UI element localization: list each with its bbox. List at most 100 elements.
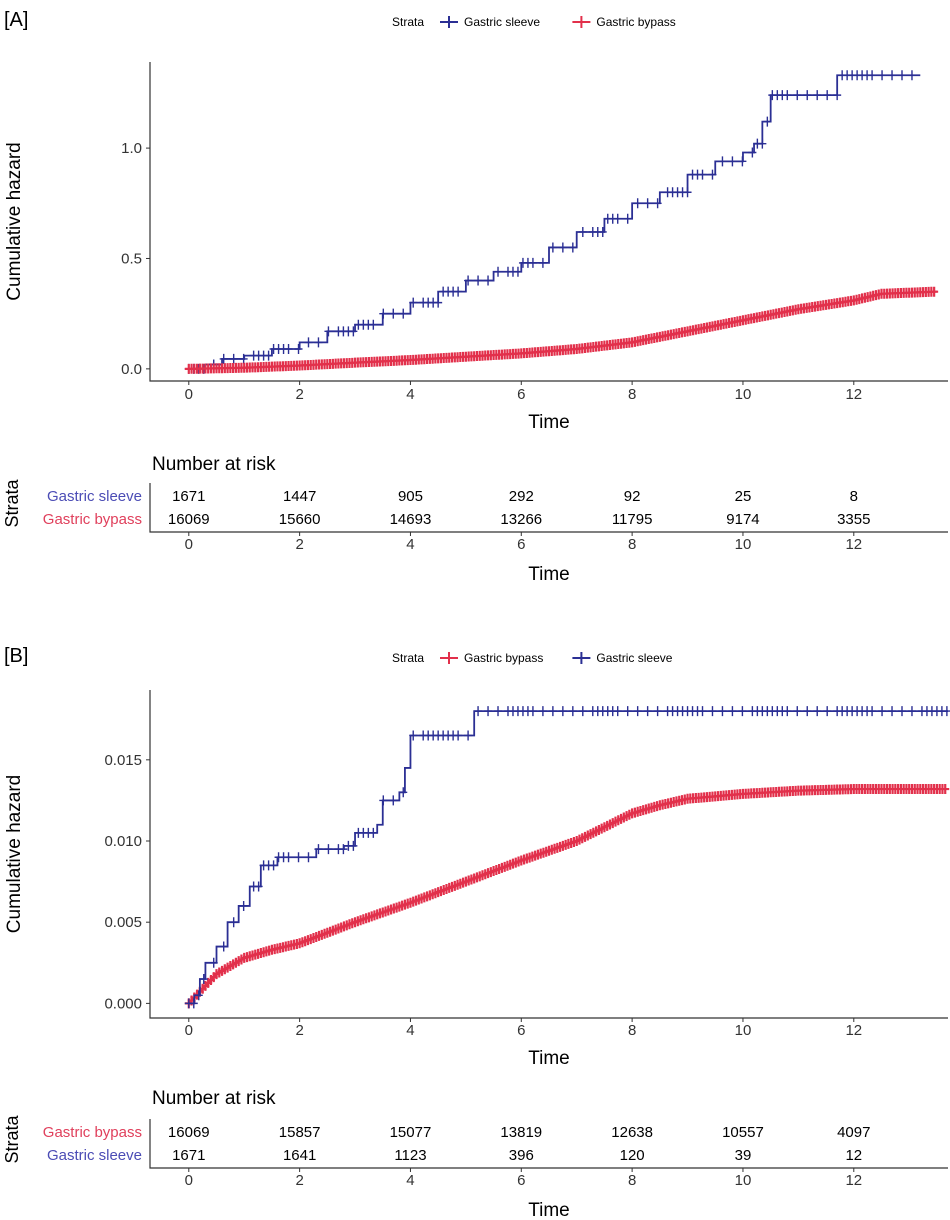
legend-key-0 bbox=[440, 652, 458, 664]
legend-key-0 bbox=[440, 16, 458, 28]
risk-x-tick-label: 8 bbox=[628, 536, 636, 553]
risk-x-tick-label: 0 bbox=[185, 1172, 193, 1189]
panel-a: [A] Strata Gastric sleeve Gastric bypass 0 2 4… bbox=[2, 9, 948, 585]
risk-value: 16069 bbox=[168, 511, 210, 528]
risk-x-tick-label: 4 bbox=[406, 1172, 414, 1189]
y-tick-label: 0.005 bbox=[104, 914, 142, 931]
legend-key-1 bbox=[572, 16, 591, 28]
x-tick-label: 2 bbox=[295, 1022, 303, 1039]
y-tick-label: 0.015 bbox=[104, 752, 142, 769]
series-gastric-sleeve bbox=[184, 706, 950, 1009]
censor-marks bbox=[184, 784, 950, 1009]
series-line bbox=[188, 74, 921, 370]
legend-title: Strata bbox=[392, 15, 424, 29]
risk-axis-lines bbox=[149, 1119, 948, 1169]
legend-title: Strata bbox=[392, 651, 424, 665]
risk-value: 1447 bbox=[283, 488, 316, 505]
legend-key-1 bbox=[572, 652, 591, 664]
x-tick-label: 8 bbox=[628, 386, 636, 403]
x-tick-label: 2 bbox=[295, 386, 303, 403]
risk-value: 8 bbox=[850, 488, 858, 505]
risk-x-tick-label: 10 bbox=[735, 536, 752, 553]
risk-table-title: Number at risk bbox=[152, 1088, 276, 1109]
risk-value: 13819 bbox=[500, 1124, 542, 1141]
x-tick-label: 10 bbox=[735, 386, 752, 403]
series-gastric-bypass bbox=[184, 784, 950, 1009]
risk-x-tick-label: 6 bbox=[517, 536, 525, 553]
risk-table: Number at risk Strata Gastric sleeve 1671 14… bbox=[2, 454, 948, 585]
x-tick-label: 4 bbox=[406, 386, 414, 403]
strata-axis-title: Strata bbox=[2, 1115, 22, 1164]
y-tick-label: 0.010 bbox=[104, 833, 142, 850]
series-gastric-bypass bbox=[184, 286, 939, 374]
censor-marks bbox=[184, 70, 916, 374]
axis-lines bbox=[149, 62, 948, 382]
y-axis-title: Cumulative hazard bbox=[4, 142, 25, 300]
risk-value: 3355 bbox=[837, 511, 870, 528]
risk-x-tick-label: 2 bbox=[295, 536, 303, 553]
risk-value: 25 bbox=[735, 488, 752, 505]
risk-value: 15660 bbox=[279, 511, 321, 528]
risk-value: 39 bbox=[735, 1147, 752, 1164]
risk-value: 14693 bbox=[390, 511, 432, 528]
risk-value: 905 bbox=[398, 488, 423, 505]
legend: Strata Gastric bypass Gastric sleeve bbox=[392, 651, 673, 665]
risk-value: 13266 bbox=[500, 511, 542, 528]
risk-table-title: Number at risk bbox=[152, 454, 276, 475]
risk-value: 11795 bbox=[612, 511, 653, 528]
series-line bbox=[188, 788, 948, 1005]
risk-value: 1123 bbox=[394, 1147, 426, 1164]
y-axis-title: Cumulative hazard bbox=[4, 775, 25, 933]
x-tick-label: 12 bbox=[845, 1022, 862, 1039]
series-line bbox=[188, 710, 948, 1005]
legend: Strata Gastric sleeve Gastric bypass bbox=[392, 15, 676, 29]
risk-row-label: Gastric bypass bbox=[43, 511, 142, 528]
risk-x-tick-label: 2 bbox=[295, 1172, 303, 1189]
x-tick-label: 0 bbox=[185, 386, 193, 403]
series-gastric-sleeve bbox=[184, 70, 921, 374]
risk-value: 12 bbox=[845, 1147, 862, 1164]
x-tick-label: 10 bbox=[735, 1022, 752, 1039]
risk-x-tick-label: 10 bbox=[735, 1172, 752, 1189]
risk-row-label: Gastric sleeve bbox=[47, 488, 142, 505]
y-tick-label: 0.000 bbox=[104, 995, 142, 1012]
risk-value: 396 bbox=[509, 1147, 534, 1164]
risk-x-tick-label: 0 bbox=[185, 536, 193, 553]
axis-lines bbox=[149, 690, 948, 1019]
x-tick-label: 6 bbox=[517, 386, 525, 403]
strata-axis-title: Strata bbox=[2, 479, 22, 528]
censor-marks bbox=[184, 286, 939, 374]
risk-value: 10557 bbox=[722, 1124, 764, 1141]
panel-b: [B] Strata Gastric bypass Gastric sleeve 0 2 4… bbox=[2, 645, 950, 1220]
risk-value: 12638 bbox=[611, 1124, 653, 1141]
risk-value: 1671 bbox=[172, 488, 205, 505]
risk-x-axis-title: Time bbox=[528, 564, 570, 585]
series-line bbox=[188, 290, 937, 370]
risk-axis-lines bbox=[149, 483, 948, 533]
x-axis-title: Time bbox=[528, 1048, 570, 1069]
risk-value: 120 bbox=[620, 1147, 645, 1164]
risk-value: 15857 bbox=[279, 1124, 321, 1141]
risk-value: 1641 bbox=[283, 1147, 316, 1164]
censor-marks bbox=[184, 706, 950, 1009]
risk-value: 4097 bbox=[837, 1124, 870, 1141]
x-tick-label: 0 bbox=[185, 1022, 193, 1039]
risk-value: 1671 bbox=[172, 1147, 205, 1164]
risk-table: Number at risk Strata Gastric bypass 16069 1… bbox=[2, 1088, 948, 1220]
y-tick-label: 0.5 bbox=[121, 250, 142, 267]
risk-x-tick-label: 8 bbox=[628, 1172, 636, 1189]
panel-label: [A] bbox=[4, 9, 28, 31]
risk-value: 292 bbox=[509, 488, 534, 505]
x-tick-label: 4 bbox=[406, 1022, 414, 1039]
risk-x-tick-label: 12 bbox=[845, 1172, 862, 1189]
y-tick-label: 1.0 bbox=[121, 140, 142, 157]
x-tick-label: 8 bbox=[628, 1022, 636, 1039]
legend-entry: Gastric bypass bbox=[596, 15, 675, 29]
x-axis-title: Time bbox=[528, 412, 570, 433]
panel-label: [B] bbox=[4, 645, 28, 667]
risk-value: 16069 bbox=[168, 1124, 210, 1141]
legend-entry: Gastric bypass bbox=[464, 651, 543, 665]
y-tick-label: 0.0 bbox=[121, 361, 142, 378]
risk-x-tick-label: 12 bbox=[845, 536, 862, 553]
